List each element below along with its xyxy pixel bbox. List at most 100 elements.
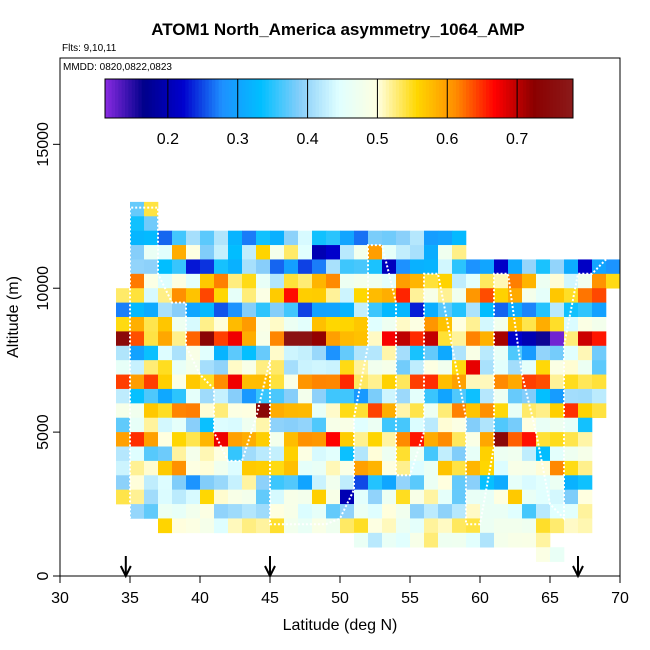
heatmap-cell [326, 475, 341, 490]
heatmap-cell [200, 504, 215, 519]
heatmap-cell [186, 388, 201, 404]
flight-track-line [129, 206, 621, 526]
colorbar-slice [569, 79, 574, 118]
heatmap-cell [578, 273, 593, 289]
heatmap-cell [130, 317, 145, 332]
heatmap-cell [396, 417, 411, 433]
heatmap-cell [312, 504, 327, 519]
heatmap-cell [452, 230, 467, 246]
heatmap-cell [228, 417, 243, 433]
heatmap-cell [396, 532, 411, 548]
heatmap-cell [438, 489, 453, 505]
heatmap-cell [158, 518, 173, 534]
heatmap-cell [242, 460, 257, 476]
heatmap-cell [116, 345, 131, 361]
heatmap-cell [424, 273, 439, 289]
colorbar-slice [516, 79, 521, 118]
heatmap-cell [144, 331, 159, 347]
heatmap-cell [158, 302, 173, 318]
heatmap-cell [494, 388, 509, 404]
heatmap-cell [438, 317, 453, 332]
heatmap-cell [536, 532, 551, 548]
heatmap-cell [564, 518, 579, 534]
heatmap-cell [424, 259, 439, 275]
heatmap-cell [536, 259, 551, 275]
colorbar-slice [526, 79, 531, 118]
heatmap-cell [242, 446, 257, 462]
heatmap-cell [438, 360, 453, 375]
heatmap-cell [396, 403, 411, 419]
heatmap-cell [256, 374, 271, 390]
heatmap-cell [508, 518, 523, 534]
heatmap-cell [564, 403, 579, 419]
heatmap-cell [200, 273, 215, 289]
heatmap-cell [214, 345, 229, 361]
heatmap-cell [578, 360, 593, 375]
heatmap-cell [270, 446, 285, 462]
heatmap-cell [144, 273, 159, 289]
heatmap-cell [522, 518, 537, 534]
colorbar-slice [245, 79, 250, 118]
heatmap-cell [284, 302, 299, 318]
colorbar-slice [419, 79, 424, 118]
heatmap-cell [578, 518, 593, 534]
heatmap-cell [550, 403, 565, 419]
heatmap-cell [550, 259, 565, 275]
heatmap-cell [340, 374, 355, 390]
heatmap-cell [452, 460, 467, 476]
heatmap-cell [382, 302, 397, 318]
heatmap-cell [242, 273, 257, 289]
heatmap-cell [494, 489, 509, 505]
flights-note: Flts: 9,10,11 [62, 43, 117, 54]
heatmap-cell [256, 345, 271, 361]
heatmap-cell [396, 345, 411, 361]
heatmap-cell [550, 475, 565, 490]
heatmap-cell [396, 388, 411, 404]
colorbar-slice [118, 79, 123, 118]
heatmap-cell [368, 460, 383, 476]
heatmap-cell [228, 288, 243, 303]
heatmap-cell [424, 230, 439, 246]
heatmap-cell [214, 273, 229, 289]
heatmap-cell [508, 360, 523, 375]
heatmap-cell [200, 403, 215, 419]
heatmap-cell [606, 259, 621, 275]
colorbar-slice [459, 79, 464, 118]
heatmap-cell [466, 504, 481, 519]
heatmap-cell [382, 230, 397, 246]
heatmap-cell [592, 374, 607, 390]
heatmap-cell [284, 288, 299, 303]
y-axis-title: Altitude (m) [5, 276, 22, 358]
colorbar-tick-label: 0.3 [227, 131, 249, 148]
colorbar-slice [429, 79, 434, 118]
heatmap-cell [284, 374, 299, 390]
heatmap-cell [508, 388, 523, 404]
heatmap-cell [270, 432, 285, 447]
heatmap-cell [130, 230, 145, 246]
heatmap-cell [340, 259, 355, 275]
heatmap-cell [536, 489, 551, 505]
heatmap-cell [298, 446, 313, 462]
heatmap-cell [130, 432, 145, 447]
heatmap-cell [424, 403, 439, 419]
heatmap-cell [396, 504, 411, 519]
colorbar-slice [238, 79, 243, 118]
heatmap-cell [326, 288, 341, 303]
colorbar-slice [252, 79, 256, 118]
colorbar-slice [532, 79, 537, 118]
colorbar-slice [509, 79, 514, 118]
heatmap-cell [522, 532, 537, 548]
heatmap-cell [480, 273, 495, 289]
heatmap-cell [144, 302, 159, 318]
heatmap-cell [326, 230, 341, 246]
heatmap-cell [256, 331, 271, 347]
heatmap-cell [116, 302, 131, 318]
heatmap-cell [172, 317, 187, 332]
heatmap-cell [410, 374, 425, 390]
heatmap-cell [592, 288, 607, 303]
heatmap-cell [424, 460, 439, 476]
heatmap-cell [578, 331, 593, 347]
colorbar-slice [278, 79, 283, 118]
heatmap-cell [480, 345, 495, 361]
heatmap-cell [536, 273, 551, 289]
